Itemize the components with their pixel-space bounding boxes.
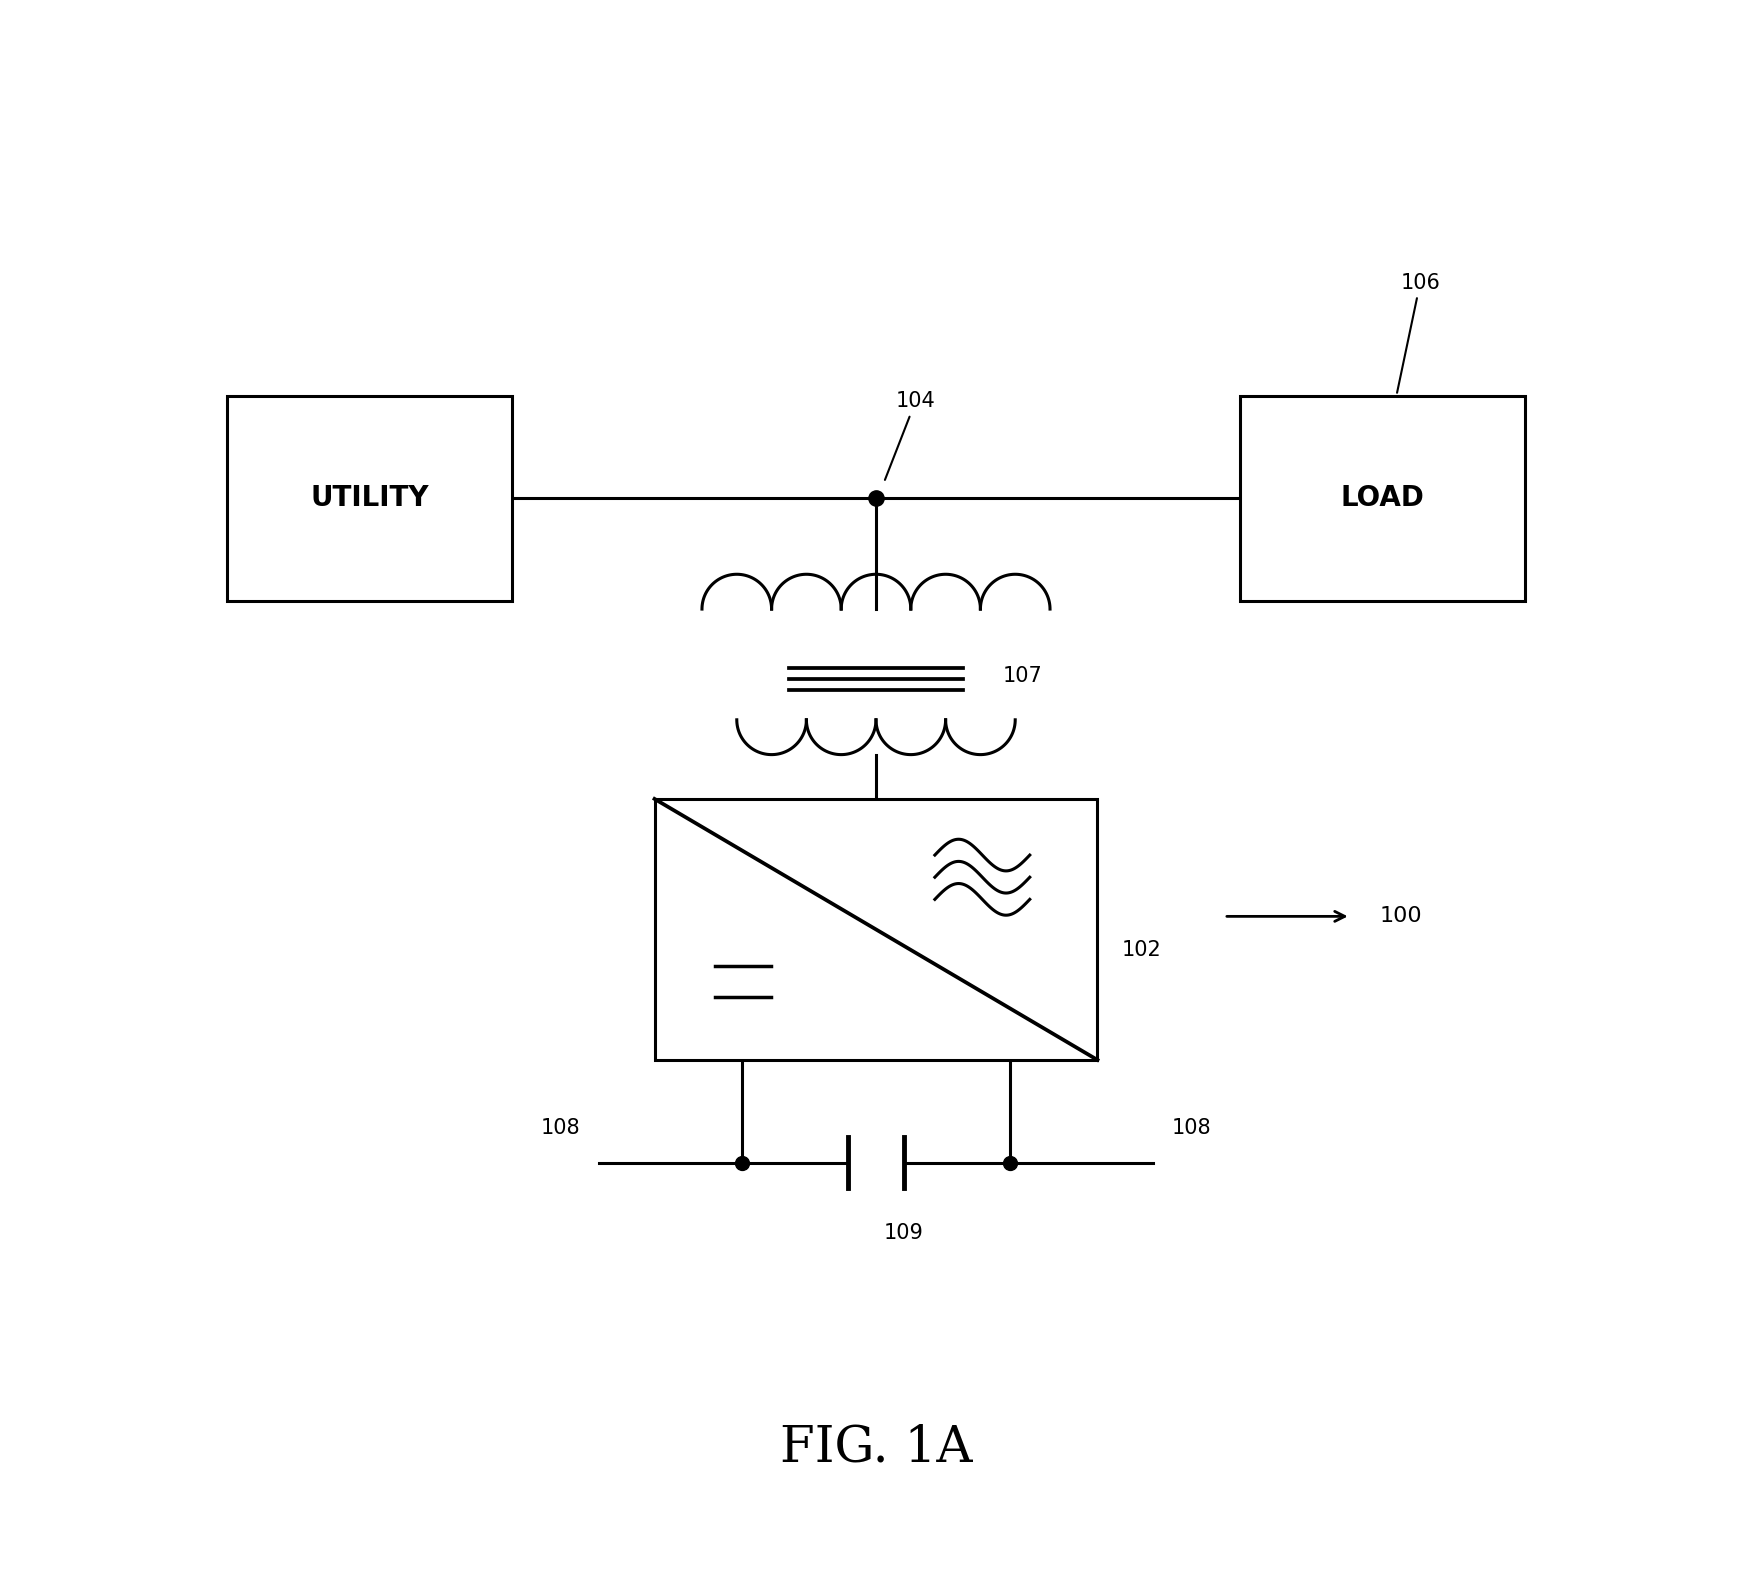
Text: 100: 100 bbox=[1379, 906, 1421, 927]
Bar bbox=[655, 799, 1097, 1060]
Text: LOAD: LOAD bbox=[1340, 484, 1424, 513]
Bar bbox=[228, 396, 512, 601]
Text: UTILITY: UTILITY bbox=[310, 484, 429, 513]
Text: 104: 104 bbox=[885, 391, 936, 479]
Text: 107: 107 bbox=[1002, 666, 1042, 685]
Text: 102: 102 bbox=[1121, 940, 1162, 960]
Text: 106: 106 bbox=[1396, 272, 1440, 392]
Bar bbox=[1240, 396, 1524, 601]
Text: 108: 108 bbox=[541, 1118, 580, 1137]
Text: 108: 108 bbox=[1172, 1118, 1211, 1137]
Text: FIG. 1A: FIG. 1A bbox=[780, 1422, 972, 1473]
Text: 109: 109 bbox=[885, 1223, 923, 1243]
